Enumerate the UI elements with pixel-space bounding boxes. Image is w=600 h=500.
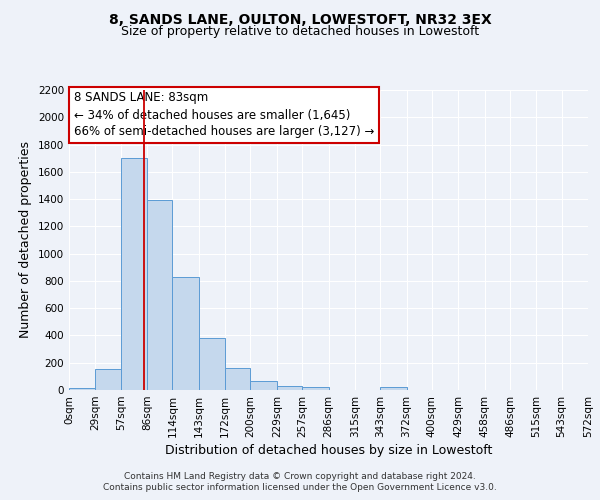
Text: 8, SANDS LANE, OULTON, LOWESTOFT, NR32 3EX: 8, SANDS LANE, OULTON, LOWESTOFT, NR32 3… (109, 12, 491, 26)
Bar (172, 277, 199, 390)
Bar (121, 158, 147, 390)
Bar (69, 388, 95, 390)
Bar (302, 388, 329, 390)
Text: Contains public sector information licensed under the Open Government Licence v3: Contains public sector information licen… (103, 484, 497, 492)
Y-axis label: Number of detached properties: Number of detached properties (19, 142, 32, 338)
Text: 8 SANDS LANE: 83sqm
← 34% of detached houses are smaller (1,645)
66% of semi-det: 8 SANDS LANE: 83sqm ← 34% of detached ho… (74, 92, 374, 138)
Bar (380, 388, 407, 390)
Bar (147, 200, 172, 390)
Bar (277, 386, 302, 390)
Bar (225, 368, 250, 390)
Text: Size of property relative to detached houses in Lowestoft: Size of property relative to detached ho… (121, 25, 479, 38)
Bar (199, 338, 225, 390)
Text: Contains HM Land Registry data © Crown copyright and database right 2024.: Contains HM Land Registry data © Crown c… (124, 472, 476, 481)
Bar (95, 369, 121, 390)
X-axis label: Distribution of detached houses by size in Lowestoft: Distribution of detached houses by size … (165, 444, 492, 457)
Bar (250, 381, 277, 390)
